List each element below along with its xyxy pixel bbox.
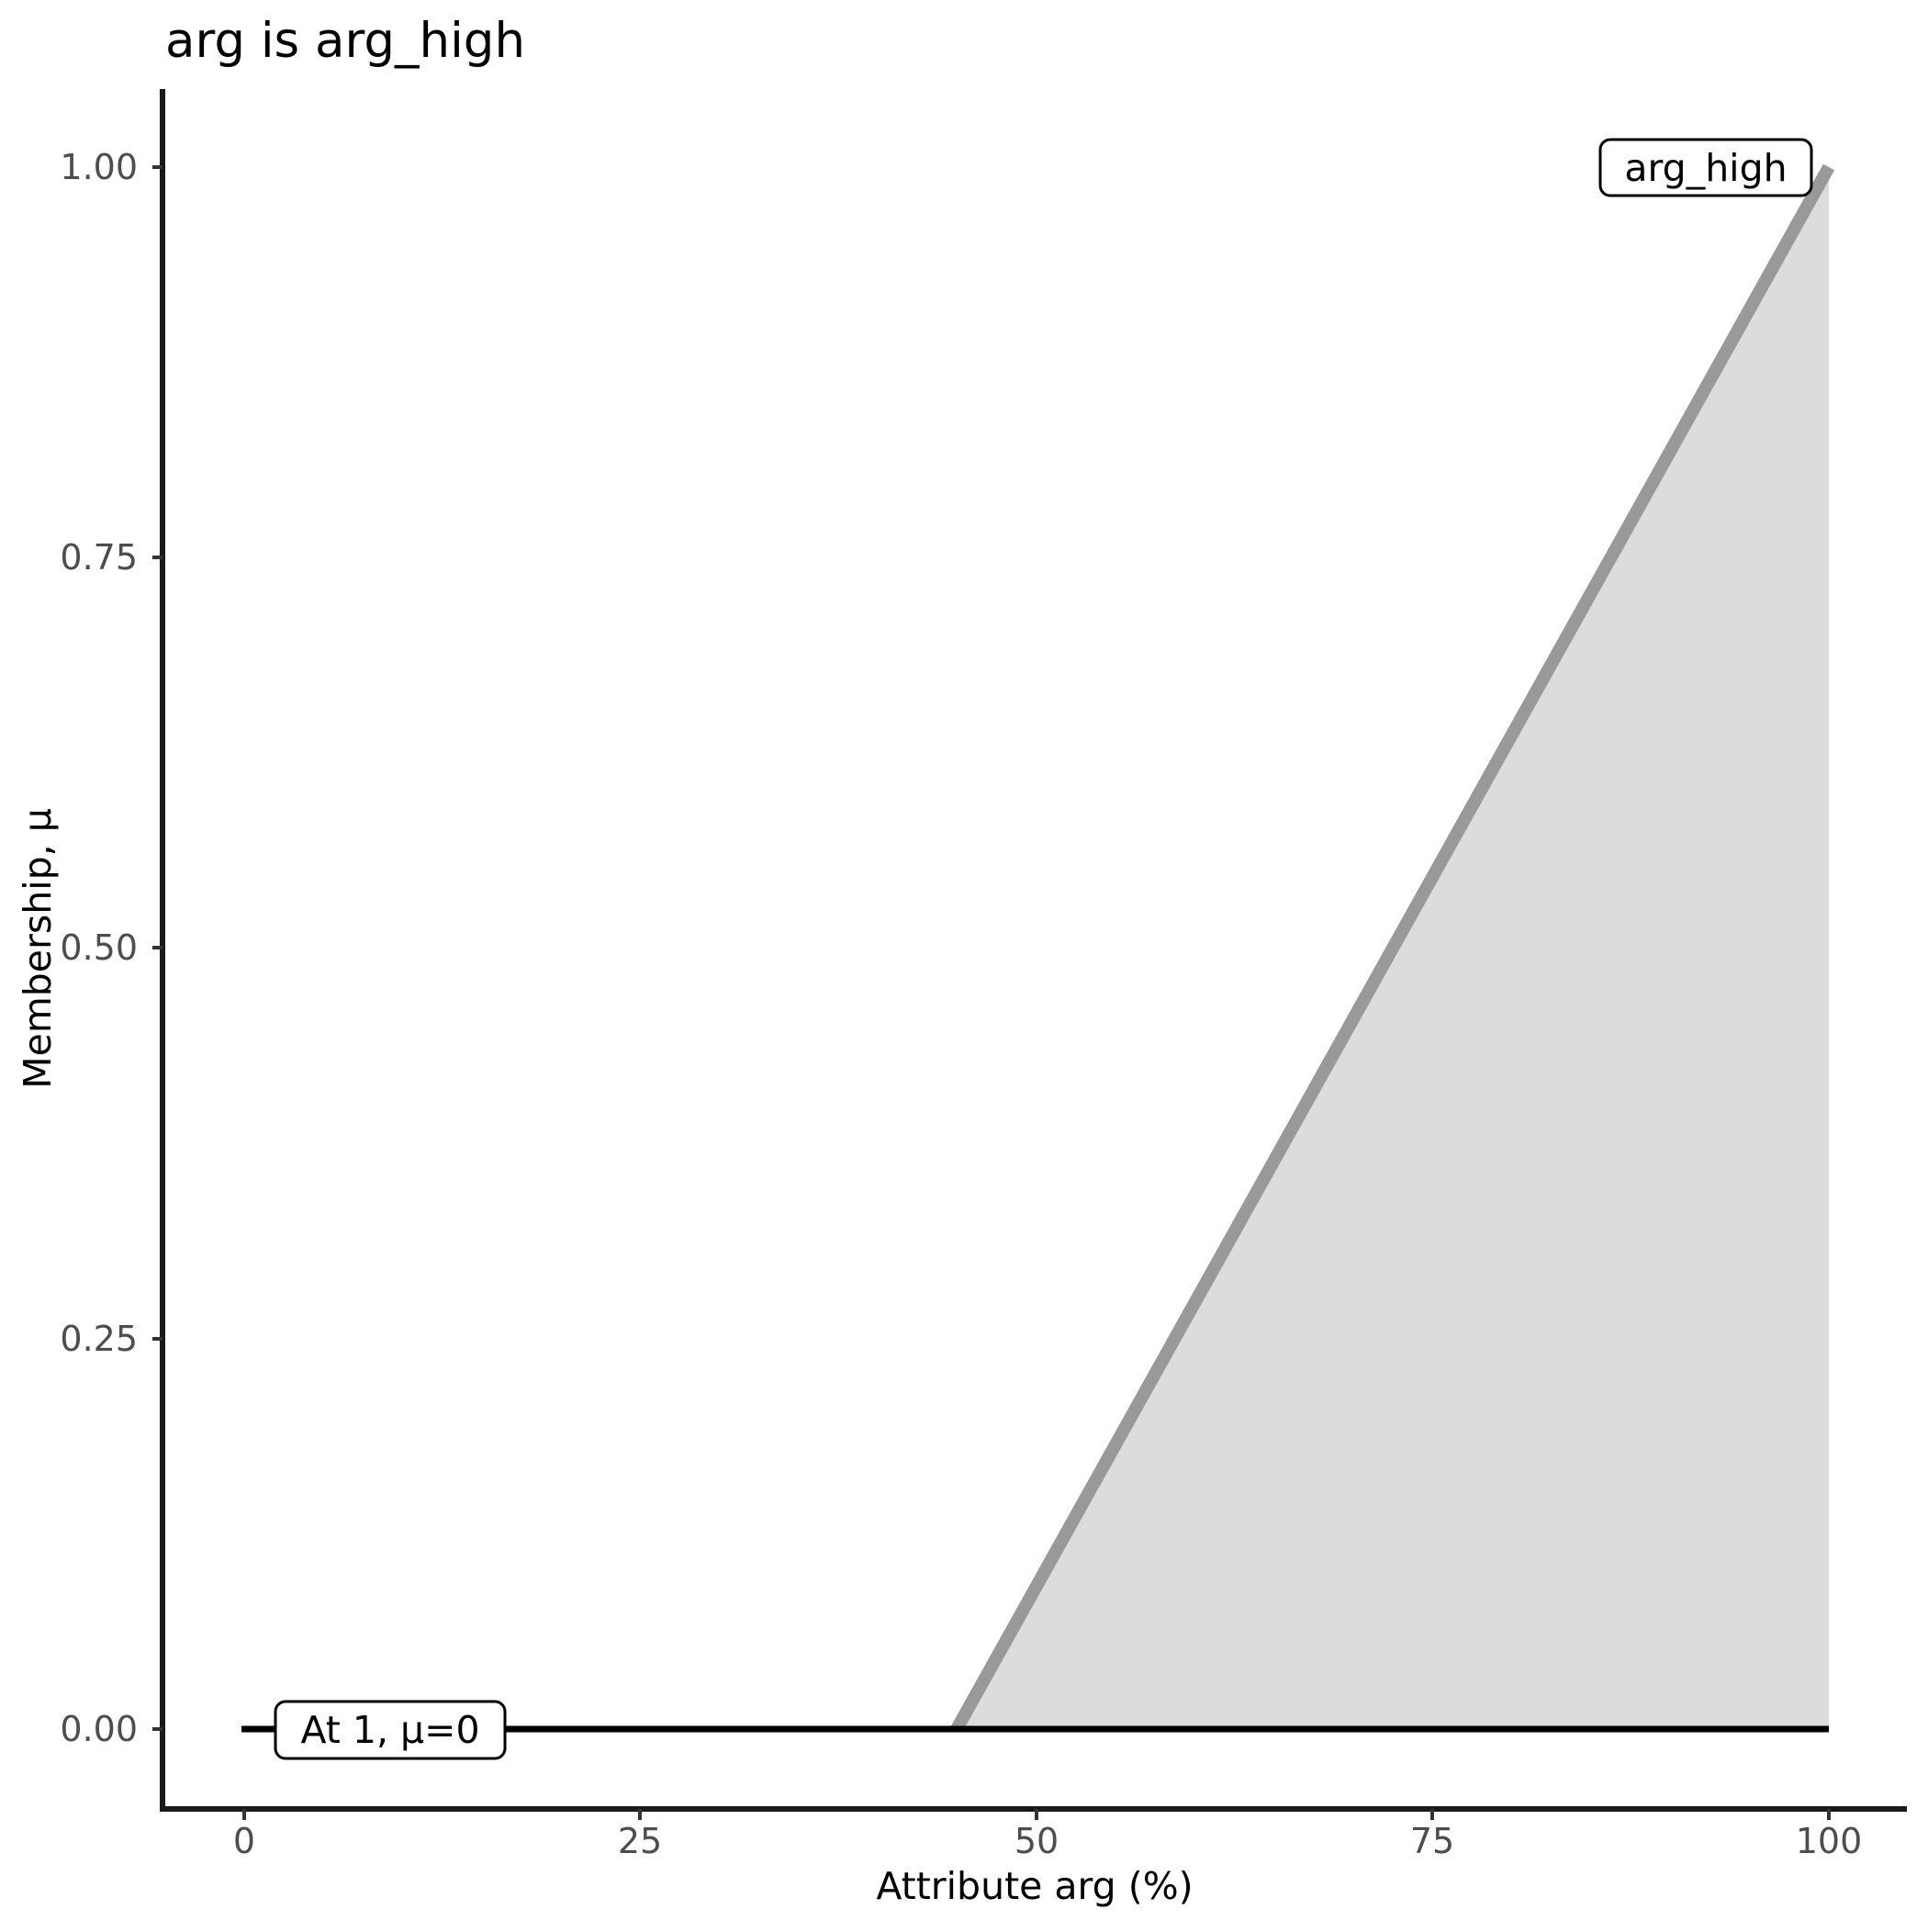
x-tick-label-3: 75 <box>1410 1821 1454 1861</box>
at-1-mu-0-label-text: At 1, μ=0 <box>300 1708 479 1752</box>
at-1-mu-0-label-box <box>274 1700 507 1760</box>
x-axis: 0 25 50 75 100 Attribute arg (%) <box>160 1806 1907 1908</box>
membership-ramp-line <box>950 163 1835 1733</box>
y-tick-label-2: 0.50 <box>60 927 138 968</box>
y-tick-label-4: 1.00 <box>60 147 138 187</box>
y-tick-label-0: 0.00 <box>60 1709 138 1749</box>
x-tick-label-0: 0 <box>233 1821 255 1861</box>
x-axis-title: Attribute arg (%) <box>876 1864 1193 1908</box>
x-tick-label-4: 100 <box>1796 1821 1863 1861</box>
y-axis: 0.00 0.25 0.50 0.75 1.00 Membership, μ <box>16 89 165 1812</box>
x-tick-label-1: 25 <box>618 1821 662 1861</box>
y-tick-label-1: 0.25 <box>60 1319 138 1359</box>
x-tick-label-2: 50 <box>1014 1821 1059 1861</box>
arg-high-label-box <box>1598 138 1813 197</box>
arg-high-label-text: arg_high <box>1624 146 1787 190</box>
chart-title: arg is arg_high <box>165 13 525 69</box>
annotation-label-arg-high: arg_high <box>1598 138 1813 197</box>
y-tick-label-3: 0.75 <box>60 537 138 578</box>
annotation-label-at-1-mu-0: At 1, μ=0 <box>274 1700 507 1760</box>
y-axis-title: Membership, μ <box>16 808 60 1089</box>
